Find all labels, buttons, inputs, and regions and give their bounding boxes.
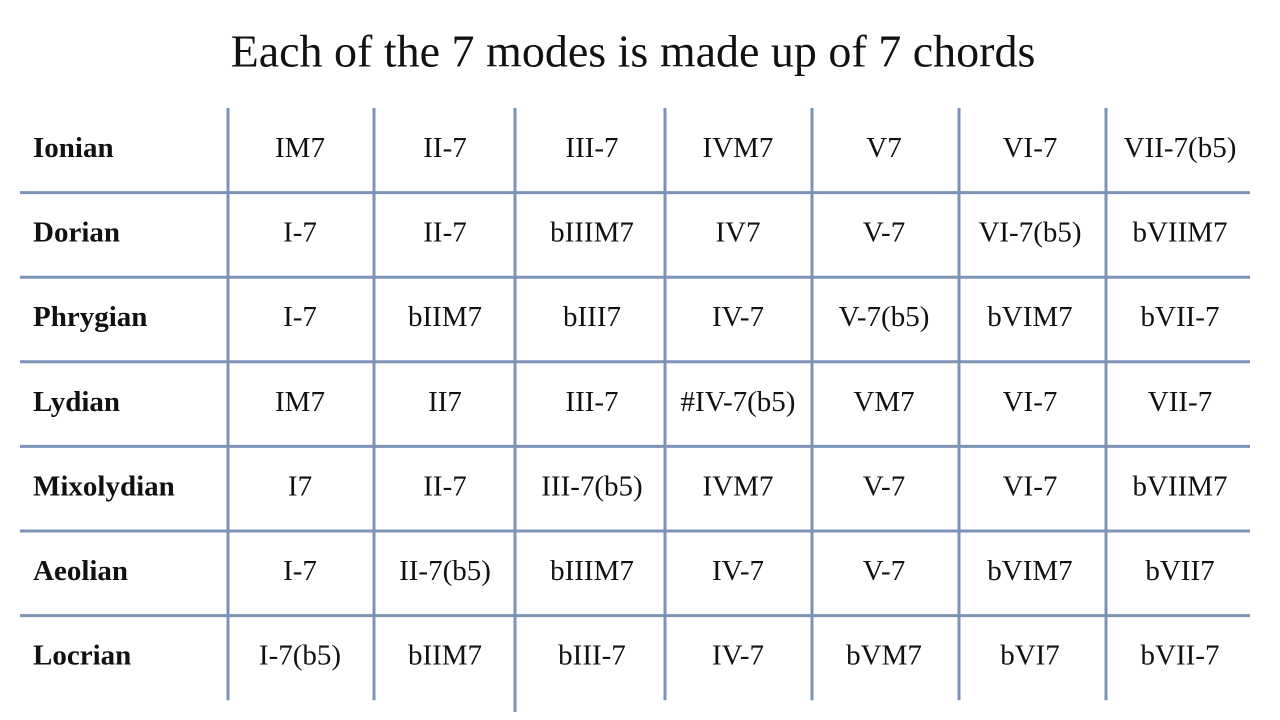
chord: I-7 [283,217,317,249]
mode-name: Locrian [33,640,131,672]
chord: III-7 [565,132,618,164]
chord: bVII-7 [1141,301,1220,333]
chord: II7 [428,386,462,418]
chord: V-7 [863,555,905,587]
chord: IM7 [275,386,325,418]
chord: bVIM7 [987,555,1072,587]
chord: IVM7 [703,470,774,502]
chord: IV-7 [712,555,764,587]
chord: I-7 [283,555,317,587]
chord: bVIIM7 [1132,470,1227,502]
chord: VII-7 [1148,386,1212,418]
chord: bVIIM7 [1132,217,1227,249]
chord: IM7 [275,132,325,164]
chord: bIII7 [563,301,621,333]
chord: bIIIM7 [550,555,634,587]
mode-name: Ionian [33,132,114,164]
mode-name: Aeolian [33,555,128,587]
chord: VI-7 [1003,386,1058,418]
chord: II-7 [423,470,466,502]
table: Ionian IM7 II-7 III-7 IVM7 V7 VI-7 VII-7(b5) Dor… [33,132,1236,672]
chord: bIII-7 [558,640,626,672]
chord: bVII-7 [1141,640,1220,672]
chord: III-7 [565,386,618,418]
mode-name: Lydian [33,386,120,418]
chord: I-7(b5) [259,640,341,672]
chord: I7 [288,470,312,502]
chord: bIIM7 [408,640,482,672]
chord: bVM7 [846,640,922,672]
chord: V-7 [863,470,905,502]
chord: VI-7 [1003,470,1058,502]
chord: II-7(b5) [399,555,491,587]
chord: V-7 [863,217,905,249]
chord: III-7(b5) [541,470,642,502]
chord: bIIIM7 [550,217,634,249]
chord: VI-7 [1003,132,1058,164]
chord: bIIM7 [408,301,482,333]
chord: #IV-7(b5) [681,386,796,418]
chord: II-7 [423,217,466,249]
chord: V-7(b5) [839,301,930,333]
chord: IV-7 [712,640,764,672]
mode-name: Dorian [33,217,120,249]
chord: VII-7(b5) [1124,132,1237,164]
chord: IVM7 [703,132,774,164]
chord: IV7 [715,217,760,249]
chord: VM7 [853,386,914,418]
chord: I-7 [283,301,317,333]
mode-name: Phrygian [33,301,147,333]
chord: IV-7 [712,301,764,333]
mode-name: Mixolydian [33,470,175,502]
chord: bVIM7 [987,301,1072,333]
chord: bVI7 [1000,640,1060,672]
table-grid [20,108,1250,712]
chord: V7 [866,132,901,164]
chord: II-7 [423,132,466,164]
chord: VI-7(b5) [978,217,1081,249]
chord: bVII7 [1145,555,1214,587]
slide-title: Each of the 7 modes is made up of 7 chor… [231,26,1036,77]
